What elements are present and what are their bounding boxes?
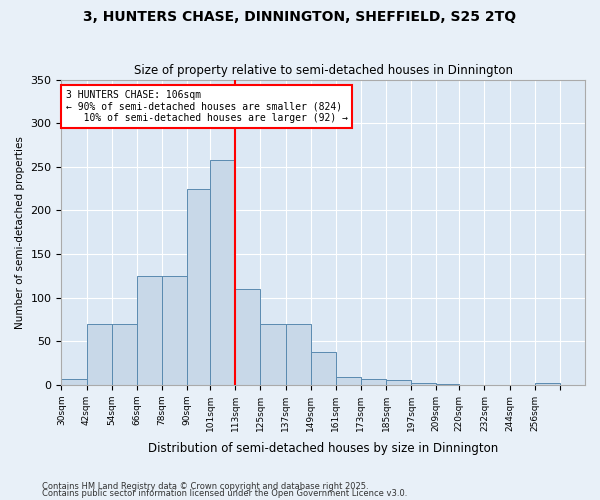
- Bar: [260, 324, 286, 385]
- Bar: [235, 289, 260, 385]
- Bar: [336, 377, 361, 385]
- Text: 3 HUNTERS CHASE: 106sqm
← 90% of semi-detached houses are smaller (824)
   10% o: 3 HUNTERS CHASE: 106sqm ← 90% of semi-de…: [65, 90, 347, 124]
- Bar: [436, 384, 460, 385]
- Bar: [210, 160, 235, 385]
- Bar: [187, 188, 210, 385]
- Y-axis label: Number of semi-detached properties: Number of semi-detached properties: [15, 136, 25, 328]
- Bar: [361, 378, 386, 385]
- Bar: [112, 324, 137, 385]
- Bar: [286, 324, 311, 385]
- Text: Contains public sector information licensed under the Open Government Licence v3: Contains public sector information licen…: [42, 490, 407, 498]
- Title: Size of property relative to semi-detached houses in Dinnington: Size of property relative to semi-detach…: [134, 64, 513, 77]
- Bar: [411, 383, 436, 385]
- Bar: [535, 383, 560, 385]
- Bar: [61, 378, 86, 385]
- Bar: [137, 276, 162, 385]
- Bar: [162, 276, 187, 385]
- Bar: [386, 380, 411, 385]
- Text: Contains HM Land Registry data © Crown copyright and database right 2025.: Contains HM Land Registry data © Crown c…: [42, 482, 368, 491]
- Text: 3, HUNTERS CHASE, DINNINGTON, SHEFFIELD, S25 2TQ: 3, HUNTERS CHASE, DINNINGTON, SHEFFIELD,…: [83, 10, 517, 24]
- X-axis label: Distribution of semi-detached houses by size in Dinnington: Distribution of semi-detached houses by …: [148, 442, 499, 455]
- Bar: [86, 324, 112, 385]
- Bar: [311, 352, 336, 385]
